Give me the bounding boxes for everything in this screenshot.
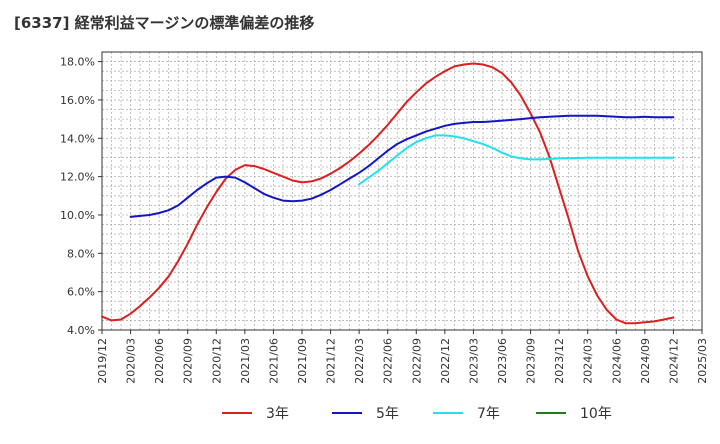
x-tick-label: 2023/09 <box>525 338 538 384</box>
x-tick-label: 2023/03 <box>467 338 480 384</box>
x-tick-label: 2021/09 <box>296 338 309 384</box>
x-tick-label: 2022/12 <box>439 338 452 384</box>
x-tick-label: 2024/06 <box>610 338 623 384</box>
x-tick-label: 2021/06 <box>267 338 280 384</box>
x-tick-label: 2021/03 <box>239 338 252 384</box>
x-tick-label: 2024/03 <box>582 338 595 384</box>
x-tick-label: 2022/09 <box>410 338 423 384</box>
series-line-3年 <box>101 62 675 325</box>
y-tick-label: 4.0% <box>67 324 95 337</box>
x-tick-label: 2020/06 <box>153 338 166 384</box>
x-tick-label: 2024/12 <box>667 338 680 384</box>
series-line-7年 <box>358 134 675 186</box>
x-tick-label: 2022/06 <box>382 338 395 384</box>
x-tick-label: 2022/03 <box>353 338 366 384</box>
x-tick-label: 2019/12 <box>96 338 109 384</box>
y-tick-label: 14.0% <box>60 132 95 145</box>
y-tick-label: 12.0% <box>60 171 95 184</box>
y-tick-label: 6.0% <box>67 286 95 299</box>
y-tick-label: 10.0% <box>60 209 95 222</box>
y-tick-label: 8.0% <box>67 247 95 260</box>
y-tick-label: 18.0% <box>60 56 95 69</box>
legend-label: 10年 <box>580 406 612 422</box>
x-tick-label: 2020/09 <box>182 338 195 384</box>
plot-area <box>101 51 703 331</box>
chart-title: [6337] 経常利益マージンの標準偏差の推移 <box>14 14 315 32</box>
x-tick-label: 2023/12 <box>553 338 566 384</box>
x-tick-label: 2020/03 <box>125 338 138 384</box>
x-tick-label: 2021/12 <box>325 338 338 384</box>
legend-label: 3年 <box>266 406 289 422</box>
series-line-5年 <box>129 114 675 218</box>
y-tick-label: 16.0% <box>60 94 95 107</box>
x-tick-label: 2024/09 <box>639 338 652 384</box>
x-tick-label: 2020/12 <box>210 338 223 384</box>
legend-label: 5年 <box>376 406 399 422</box>
x-tick-label: 2025/03 <box>696 338 709 384</box>
x-tick-label: 2023/06 <box>496 338 509 384</box>
legend-label: 7年 <box>477 406 500 422</box>
